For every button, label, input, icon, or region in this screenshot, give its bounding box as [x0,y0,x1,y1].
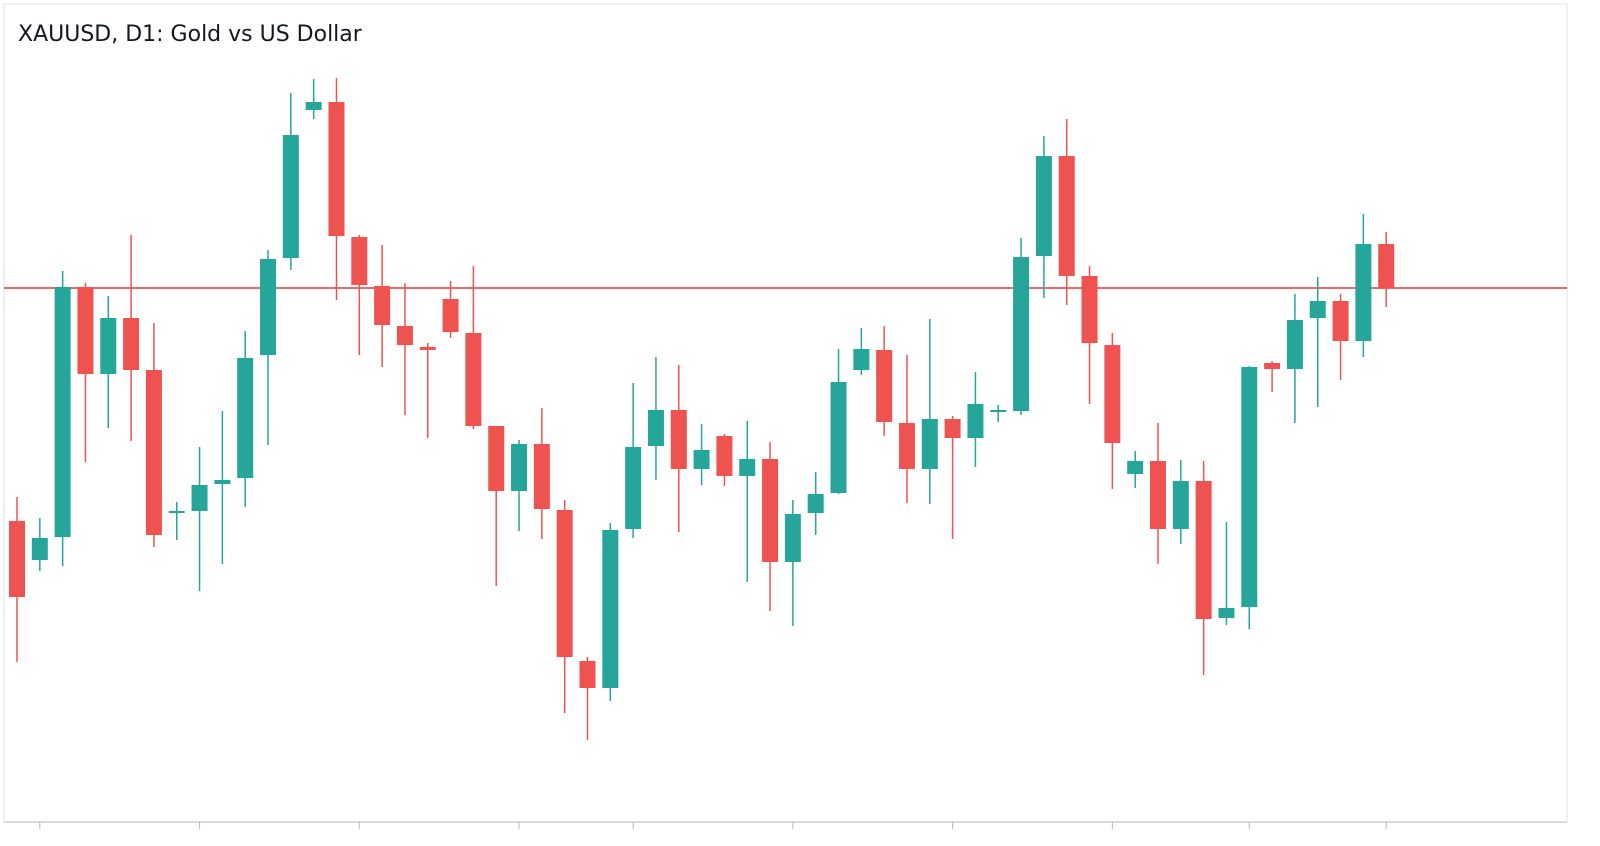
candle-body [511,444,528,491]
candle-body [1218,608,1235,618]
candle-body [807,494,824,513]
candle-body [1309,301,1326,318]
candle-body [853,349,870,370]
candle-body [488,426,505,491]
candle-body [898,423,915,469]
candle-body [168,511,185,513]
candle-body [31,538,48,560]
candle-body [442,299,459,332]
candle-body [145,370,162,535]
candle-body [716,436,733,476]
candle-body [100,318,117,374]
candle-body [647,410,664,446]
candle-body [533,444,550,509]
candle-body [1058,156,1075,276]
candle-body [396,326,413,345]
candle-body [830,382,847,493]
candle-body [465,333,482,426]
candle-body [1286,320,1303,369]
candle-body [625,447,642,529]
candle-body [214,480,231,484]
candle-body [1127,461,1144,474]
candle-body [556,510,573,657]
candle-body [1081,276,1098,343]
candle-body [579,661,596,688]
candle-body [944,419,961,438]
candle-body [123,318,140,370]
candle-body [876,350,893,422]
candle-body [77,287,94,374]
candle-body [670,410,687,469]
plot-frame [3,3,1568,823]
candle-body [693,450,710,469]
chart-title: XAUUSD, D1: Gold vs US Dollar [18,22,363,47]
candle-body [282,135,299,258]
candle-body [419,347,436,350]
candle-body [1195,481,1212,619]
candle-body [739,459,756,476]
candle-body [1241,367,1258,607]
candle-body [602,530,619,688]
candle-body [1150,461,1166,529]
candle-body [328,102,345,236]
candle-body [967,404,984,438]
candle-body [237,358,254,478]
candle-body [305,102,322,110]
candle-body [374,286,391,325]
candle-body [921,419,938,469]
candle-body [9,521,25,597]
candle-body [1355,244,1372,341]
candle-body [54,287,71,537]
candle-body [191,485,208,511]
candle-body [1035,156,1052,256]
candle-body [351,237,368,285]
candle-body [1172,481,1189,529]
candle-body [1013,257,1030,411]
candle-body [1332,301,1349,341]
candle-body [1264,363,1281,369]
candle-body [260,259,277,355]
candle-body [1104,345,1121,443]
candle-body [784,514,801,562]
candle-body [762,459,779,562]
candle-body [990,410,1007,412]
candle-body [1378,244,1395,288]
